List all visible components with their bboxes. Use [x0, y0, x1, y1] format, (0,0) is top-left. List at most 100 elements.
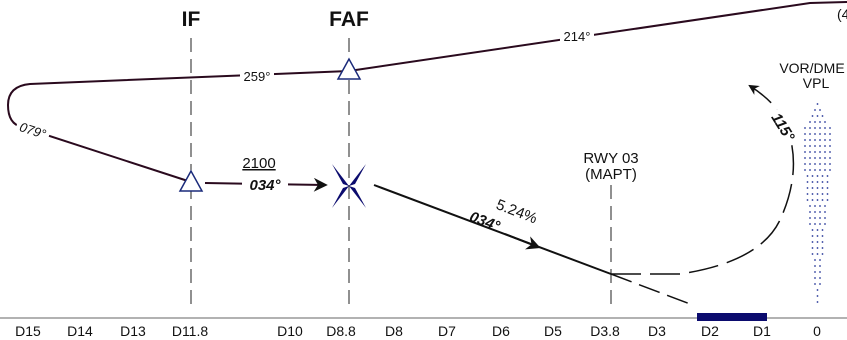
vor-dot	[826, 193, 829, 195]
vor-dot	[821, 229, 824, 231]
vor-dot	[819, 223, 821, 225]
vor-dot	[804, 139, 806, 141]
vor-dot	[819, 211, 821, 213]
if-triangle-icon	[178, 169, 204, 192]
vor-dot	[824, 145, 826, 147]
vor-dot	[816, 115, 819, 117]
vor-dot	[819, 139, 821, 141]
vor-dot	[816, 295, 819, 297]
vor-dot	[826, 199, 829, 201]
vor-dot	[829, 139, 831, 141]
vor-dot	[816, 289, 819, 291]
vor-dot	[814, 157, 816, 159]
scale-label-d7: D7	[438, 323, 456, 339]
faf-triangle-icon	[336, 57, 362, 80]
vor-dot	[814, 217, 816, 219]
vor-dot	[814, 223, 816, 225]
vor-dot	[824, 205, 826, 207]
runway-label: RWY 03	[583, 150, 638, 167]
vor-dot	[829, 157, 831, 159]
vor-dot	[811, 193, 814, 195]
vor-dot	[829, 133, 831, 135]
final-approach-arrow	[504, 233, 541, 250]
vor-dot	[819, 109, 821, 111]
vor-dot	[809, 139, 811, 141]
scale-label-d1: D1	[753, 323, 771, 339]
vor-dot	[809, 157, 811, 159]
vor-dot	[804, 169, 806, 171]
vor-dot	[819, 217, 821, 219]
vor-dot	[819, 145, 821, 147]
scale-label-d14: D14	[67, 323, 93, 339]
vor-dot	[806, 181, 809, 183]
vor-dot	[814, 163, 816, 165]
vor-dot	[811, 115, 814, 117]
vor-dot	[819, 265, 821, 267]
vor-dot	[821, 175, 824, 177]
vor-dot	[814, 121, 816, 123]
vor-dot	[816, 175, 819, 177]
outbound-track-line	[6, 1, 847, 183]
vor-dot	[809, 205, 811, 207]
vor-dot	[811, 241, 814, 243]
faf-header: FAF	[329, 8, 369, 31]
vor-dot	[821, 199, 824, 201]
vor-dot	[809, 133, 811, 135]
scale-label-d2: D2	[701, 323, 719, 339]
vor-dot	[809, 169, 811, 171]
vor-dot	[821, 187, 824, 189]
vor-dot	[814, 277, 816, 279]
vor-dot	[816, 103, 819, 105]
vor-dot	[819, 259, 821, 261]
vor-dot	[814, 109, 816, 111]
vor-dot	[814, 145, 816, 147]
vor-dot	[804, 163, 806, 165]
vor-dot	[814, 211, 816, 213]
vor-dot	[811, 199, 814, 201]
vor-dot	[814, 283, 816, 285]
vor-dot	[819, 127, 821, 129]
vor-dot	[809, 163, 811, 165]
edge-fragment-label: (4	[837, 6, 847, 22]
mapt-label: (MAPT)	[585, 166, 637, 183]
vor-dot	[821, 247, 824, 249]
vor-dot	[814, 139, 816, 141]
final-approach-line	[373, 184, 612, 275]
scale-label-d3: D3	[648, 323, 666, 339]
vor-dot	[819, 169, 821, 171]
vor-dot	[819, 205, 821, 207]
vor-dot	[829, 169, 831, 171]
scale-label-d8: D8	[385, 323, 403, 339]
vor-dot	[811, 229, 814, 231]
vor-dot	[819, 283, 821, 285]
vor-dot	[824, 223, 826, 225]
altitude-label: 2100	[242, 155, 275, 172]
vor-dot	[806, 175, 809, 177]
vor-dot	[819, 151, 821, 153]
visual-segment-line	[610, 273, 691, 305]
vor-dot	[821, 193, 824, 195]
vor-dot	[816, 253, 819, 255]
scale-label-d3-8: D3.8	[590, 323, 620, 339]
vor-dot	[826, 187, 829, 189]
scale-label-d0: 0	[813, 323, 821, 339]
vor-dot	[824, 127, 826, 129]
vor-ident-label: VPL	[803, 75, 830, 91]
vor-dot	[819, 163, 821, 165]
scale-label-d5: D5	[544, 323, 562, 339]
vor-dot	[804, 145, 806, 147]
vor-dot	[809, 223, 811, 225]
inbound-course-label: 034°	[249, 177, 281, 194]
vor-dot	[819, 121, 821, 123]
missed-approach-path	[611, 84, 795, 275]
vor-dot	[816, 229, 819, 231]
vor-dot	[811, 181, 814, 183]
track-bearing-214: 214°	[564, 29, 591, 44]
vor-dot	[816, 187, 819, 189]
vor-dot	[829, 145, 831, 147]
vor-dot	[821, 115, 824, 117]
vor-dot	[811, 253, 814, 255]
runway-bar	[697, 313, 767, 321]
vor-signal-lobe	[804, 103, 831, 303]
